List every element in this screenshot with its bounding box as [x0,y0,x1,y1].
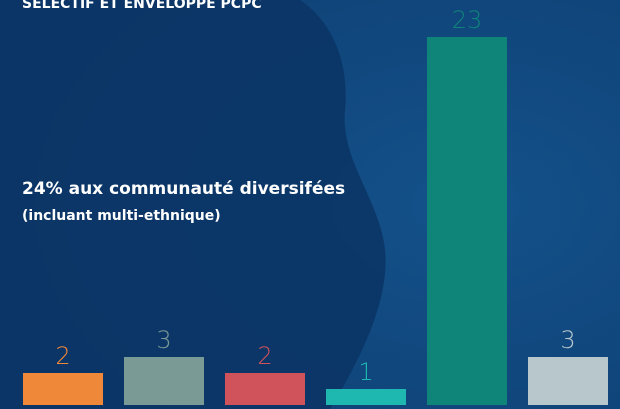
bar [528,357,608,405]
bar [23,373,103,405]
annotation: (incluant multi-ethnique) [22,208,221,224]
value-label: 2 [257,342,272,370]
value-label: 3 [156,326,171,354]
bar [326,389,406,405]
value-label: 23 [452,6,483,34]
bar [225,373,305,405]
chart-title: SÉLECTIF ET ENVELOPPE PCPC [22,0,262,12]
value-label: 3 [560,326,575,354]
bar [124,357,204,405]
value-label: 2 [55,342,70,370]
background-shape [0,0,386,409]
bar [427,37,507,405]
value-label: 1 [358,358,373,386]
annotation: 24% aux communauté diversifées [22,179,345,199]
